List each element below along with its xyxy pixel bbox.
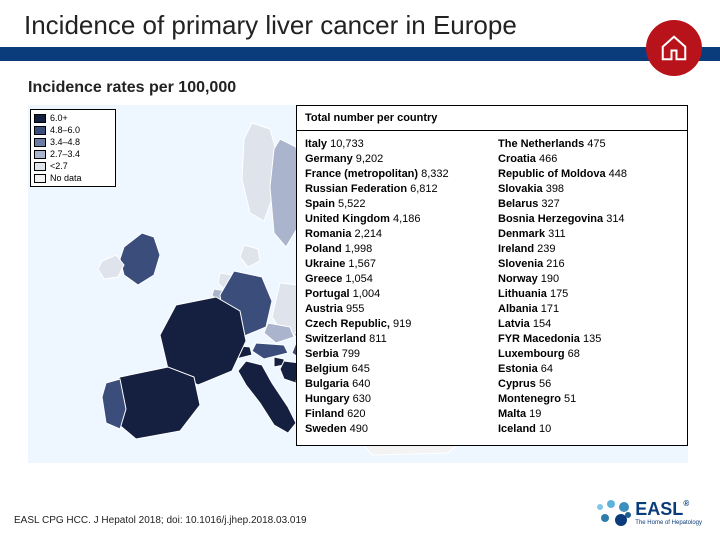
citation-footer: EASL CPG HCC. J Hepatol 2018; doi: 10.10… — [14, 515, 307, 526]
country-row: France (metropolitan) 8,332 — [305, 167, 486, 182]
country-row: Greece 1,054 — [305, 272, 486, 287]
legend-row: <2.7 — [34, 160, 112, 172]
legend-row: No data — [34, 172, 112, 184]
data-panel-header: Total number per country — [297, 106, 687, 131]
legend-label: No data — [50, 172, 82, 184]
data-column-2: The Netherlands 475Croatia 466Republic o… — [498, 137, 679, 437]
country-row: Belarus 327 — [498, 197, 679, 212]
legend-swatch — [34, 174, 46, 183]
country-row: Lithuania 175 — [498, 287, 679, 302]
logo-text: EASL® — [635, 499, 702, 520]
country-row: The Netherlands 475 — [498, 137, 679, 152]
content-area: Incidence rates per 100,000 6.0+4.8–6.03… — [0, 61, 720, 463]
legend-swatch — [34, 126, 46, 135]
legend-row: 3.4–4.8 — [34, 136, 112, 148]
legend-row: 6.0+ — [34, 112, 112, 124]
country-row: Portugal 1,004 — [305, 287, 486, 302]
legend: 6.0+4.8–6.03.4–4.82.7–3.4<2.7No data — [30, 109, 116, 187]
country-row: Ukraine 1,567 — [305, 257, 486, 272]
legend-row: 4.8–6.0 — [34, 124, 112, 136]
page-title: Incidence of primary liver cancer in Eur… — [24, 10, 696, 41]
legend-swatch — [34, 114, 46, 123]
country-row: Romania 2,214 — [305, 227, 486, 242]
country-row: Republic of Moldova 448 — [498, 167, 679, 182]
country-row: Latvia 154 — [498, 317, 679, 332]
country-row: Denmark 311 — [498, 227, 679, 242]
title-underline — [0, 47, 720, 61]
home-button[interactable] — [646, 20, 702, 76]
legend-swatch — [34, 138, 46, 147]
country-row: Finland 620 — [305, 407, 486, 422]
legend-swatch — [34, 150, 46, 159]
logo-dots-icon — [595, 500, 629, 526]
country-row: Luxembourg 68 — [498, 347, 679, 362]
legend-label: <2.7 — [50, 160, 68, 172]
country-row: Ireland 239 — [498, 242, 679, 257]
country-row: Czech Republic, 919 — [305, 317, 486, 332]
country-row: Norway 190 — [498, 272, 679, 287]
country-row: Russian Federation 6,812 — [305, 182, 486, 197]
country-row: Montenegro 51 — [498, 392, 679, 407]
country-row: Cyprus 56 — [498, 377, 679, 392]
title-bar: Incidence of primary liver cancer in Eur… — [0, 0, 720, 47]
subtitle: Incidence rates per 100,000 — [28, 79, 702, 97]
country-row: Serbia 799 — [305, 347, 486, 362]
country-row: Austria 955 — [305, 302, 486, 317]
legend-label: 4.8–6.0 — [50, 124, 80, 136]
country-row: Belgium 645 — [305, 362, 486, 377]
legend-row: 2.7–3.4 — [34, 148, 112, 160]
legend-label: 6.0+ — [50, 112, 68, 124]
country-row: Hungary 630 — [305, 392, 486, 407]
country-row: Iceland 10 — [498, 422, 679, 437]
map-container: 6.0+4.8–6.03.4–4.82.7–3.4<2.7No data Tot… — [28, 105, 688, 463]
country-row: Slovakia 398 — [498, 182, 679, 197]
easl-logo: EASL® The Home of Hepatology — [595, 499, 702, 526]
country-row: United Kingdom 4,186 — [305, 212, 486, 227]
legend-label: 2.7–3.4 — [50, 148, 80, 160]
country-row: Estonia 64 — [498, 362, 679, 377]
country-row: Albania 171 — [498, 302, 679, 317]
country-row: Germany 9,202 — [305, 152, 486, 167]
country-row: Italy 10,733 — [305, 137, 486, 152]
country-row: Bulgaria 640 — [305, 377, 486, 392]
country-row: FYR Macedonia 135 — [498, 332, 679, 347]
country-row: Sweden 490 — [305, 422, 486, 437]
country-row: Croatia 466 — [498, 152, 679, 167]
country-row: Switzerland 811 — [305, 332, 486, 347]
country-row: Poland 1,998 — [305, 242, 486, 257]
country-row: Slovenia 216 — [498, 257, 679, 272]
country-row: Malta 19 — [498, 407, 679, 422]
data-panel: Total number per country Italy 10,733Ger… — [296, 105, 688, 446]
legend-swatch — [34, 162, 46, 171]
country-row: Bosnia Herzegovina 314 — [498, 212, 679, 227]
legend-label: 3.4–4.8 — [50, 136, 80, 148]
country-row: Spain 5,522 — [305, 197, 486, 212]
logo-tagline: The Home of Hepatology — [635, 520, 702, 526]
data-column-1: Italy 10,733Germany 9,202France (metropo… — [305, 137, 486, 437]
home-icon — [659, 33, 689, 63]
